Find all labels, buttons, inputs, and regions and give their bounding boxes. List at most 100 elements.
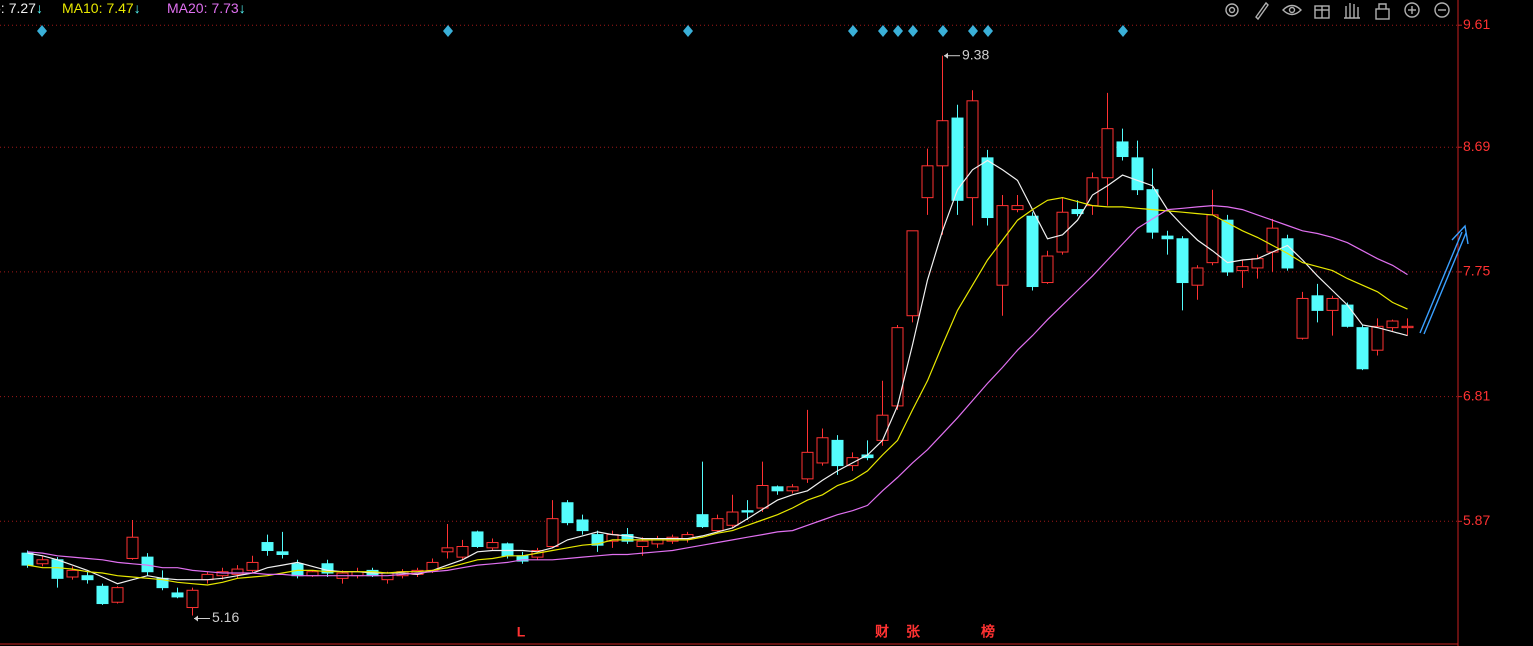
event-markers — [37, 25, 1128, 37]
legend: MA5:7.27↓MA10:7.47↓MA20:7.73↓ — [0, 0, 246, 16]
legend-trend: ↓ — [134, 0, 141, 16]
event-label: L — [517, 624, 526, 640]
candle-body — [1236, 266, 1249, 272]
candle-body — [171, 592, 184, 598]
lock-icon[interactable] — [1375, 3, 1390, 20]
candle-body — [291, 563, 304, 577]
candle-body — [66, 569, 79, 578]
zoom-in-icon[interactable] — [1404, 2, 1420, 18]
candle-body — [1191, 267, 1204, 286]
candle-body — [1311, 295, 1324, 311]
event-label: 张 — [906, 624, 921, 640]
candle-body — [981, 157, 994, 219]
candle-body — [441, 547, 454, 553]
candle-body — [51, 559, 64, 579]
ma-line — [27, 159, 1408, 585]
grid: 9.61 8.69 7.75 6.81 5.87 — [0, 16, 1490, 528]
candle-body — [1011, 205, 1024, 211]
legend-entry: MA20: 7.73↓ — [167, 0, 246, 16]
candles — [21, 55, 1414, 616]
event-diamond — [848, 25, 858, 37]
candle-body — [846, 457, 859, 467]
gift-icon[interactable] — [1314, 5, 1330, 19]
zoom-out-icon[interactable] — [1434, 2, 1450, 18]
event-diamond — [968, 25, 978, 37]
candle-body — [816, 437, 829, 464]
legend-label: MA5: — [0, 0, 5, 16]
legend-trend: ↓ — [239, 0, 246, 16]
candle-body — [246, 561, 259, 571]
candle-body — [936, 120, 949, 167]
event-diamond — [893, 25, 903, 37]
candle-body — [1176, 238, 1189, 284]
event-diamond — [1118, 25, 1128, 37]
candle-body — [186, 589, 199, 609]
candle-body — [231, 568, 244, 575]
event-diamond — [938, 25, 948, 37]
candle-body — [1401, 325, 1414, 329]
candle-body — [1116, 141, 1129, 158]
trend-arrow — [1419, 224, 1469, 335]
ma-line — [27, 204, 1408, 577]
candle-body — [1371, 325, 1384, 351]
event-diamond — [443, 25, 453, 37]
candle-body — [1266, 227, 1279, 253]
candle-body — [726, 511, 739, 526]
draw-icon[interactable] — [1255, 1, 1269, 21]
view-icon[interactable] — [1282, 4, 1302, 16]
candle-body — [306, 571, 319, 577]
candle-body — [96, 585, 109, 605]
candle-body — [966, 100, 979, 199]
low-label: 5.16 — [212, 609, 239, 625]
candle-body — [1326, 297, 1339, 311]
y-tick-label: 7.75 — [1463, 263, 1490, 279]
legend-trend: ↓ — [36, 0, 43, 16]
y-tick-label: 9.61 — [1463, 16, 1490, 32]
event-diamond — [37, 25, 47, 37]
candle-body — [576, 519, 589, 532]
toolbar — [1225, 1, 1450, 21]
candle-body — [1251, 258, 1264, 269]
legend-entry: MA5: 7.27↓ — [0, 0, 43, 16]
candle-body — [951, 117, 964, 201]
hand-icon[interactable] — [1344, 3, 1360, 19]
candle-body — [1206, 214, 1219, 264]
ma-lines — [27, 159, 1408, 586]
candle-body — [1146, 189, 1159, 233]
candle-body — [501, 543, 514, 557]
candle-body — [486, 542, 499, 549]
candle-body — [1026, 215, 1039, 288]
candle-body — [636, 540, 649, 548]
candle-body — [831, 439, 844, 467]
event-diamond — [908, 25, 918, 37]
candle-body — [1101, 128, 1114, 179]
legend-value: 7.47 — [106, 0, 133, 16]
settings-icon[interactable] — [1225, 3, 1239, 17]
candle-body — [126, 536, 139, 559]
annotations: 9.38 5.16 L 财 张 榜 — [194, 46, 995, 640]
candle-body — [801, 451, 814, 480]
event-diamond — [683, 25, 693, 37]
event-diamond — [983, 25, 993, 37]
candle-body — [906, 230, 919, 317]
ma-line — [27, 196, 1408, 586]
high-pointer-head — [944, 52, 948, 59]
candle-body — [1221, 219, 1234, 273]
legend-value: 7.73 — [211, 0, 238, 16]
candle-body — [891, 327, 904, 407]
candle-body — [876, 414, 889, 441]
event-label: 财 — [874, 624, 889, 640]
candle-body — [996, 205, 1009, 286]
candle-body — [1041, 255, 1054, 284]
candle-body — [261, 542, 274, 551]
candle-body — [921, 165, 934, 199]
candle-body — [1296, 297, 1309, 339]
candle-body — [1341, 304, 1354, 327]
y-tick-label: 8.69 — [1463, 138, 1490, 154]
candle-body — [1131, 157, 1144, 191]
candle-body — [276, 551, 289, 555]
event-diamond — [878, 25, 888, 37]
candle-body — [1386, 320, 1399, 329]
